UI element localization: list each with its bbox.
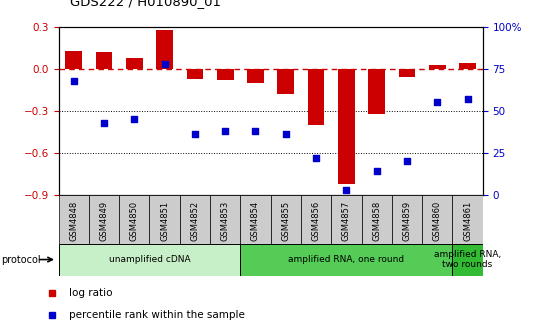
Text: GSM4852: GSM4852 bbox=[190, 201, 199, 241]
Bar bbox=[96, 52, 112, 69]
Text: GDS222 / H010890_01: GDS222 / H010890_01 bbox=[70, 0, 221, 8]
Point bbox=[311, 155, 320, 161]
Text: GSM4858: GSM4858 bbox=[372, 201, 381, 241]
Bar bbox=[89, 195, 119, 244]
Point bbox=[463, 96, 472, 102]
Point bbox=[281, 132, 290, 137]
Bar bbox=[392, 195, 422, 244]
Text: GSM4859: GSM4859 bbox=[402, 201, 411, 241]
Point bbox=[433, 100, 442, 105]
Bar bbox=[368, 69, 385, 114]
Bar bbox=[59, 195, 89, 244]
Text: percentile rank within the sample: percentile rank within the sample bbox=[69, 310, 244, 320]
Text: GSM4856: GSM4856 bbox=[311, 201, 320, 241]
Bar bbox=[398, 69, 415, 77]
Text: GSM4851: GSM4851 bbox=[160, 201, 169, 241]
Bar bbox=[210, 195, 240, 244]
Text: GSM4853: GSM4853 bbox=[221, 201, 230, 241]
Point bbox=[221, 128, 230, 134]
Text: GSM4849: GSM4849 bbox=[99, 201, 108, 241]
Text: GSM4854: GSM4854 bbox=[251, 201, 260, 241]
Text: log ratio: log ratio bbox=[69, 288, 112, 298]
Bar bbox=[301, 195, 331, 244]
Bar bbox=[180, 195, 210, 244]
Bar bbox=[362, 195, 392, 244]
Bar bbox=[331, 195, 362, 244]
Point bbox=[160, 61, 169, 67]
Bar bbox=[459, 63, 476, 69]
Point bbox=[190, 132, 199, 137]
Point bbox=[402, 159, 411, 164]
Text: GSM4860: GSM4860 bbox=[433, 201, 442, 241]
Bar bbox=[422, 195, 453, 244]
Text: GSM4857: GSM4857 bbox=[342, 201, 351, 241]
Bar bbox=[308, 69, 324, 125]
Bar bbox=[186, 69, 203, 79]
Bar bbox=[150, 195, 180, 244]
Bar bbox=[156, 30, 173, 69]
Point bbox=[130, 117, 139, 122]
Bar bbox=[240, 195, 271, 244]
Text: GSM4850: GSM4850 bbox=[130, 201, 139, 241]
Text: unamplified cDNA: unamplified cDNA bbox=[109, 255, 190, 264]
Text: GSM4855: GSM4855 bbox=[281, 201, 290, 241]
Point bbox=[342, 187, 351, 193]
Text: GSM4848: GSM4848 bbox=[69, 201, 78, 241]
Bar bbox=[247, 69, 264, 83]
Bar bbox=[429, 65, 446, 69]
Bar bbox=[59, 244, 240, 276]
Text: amplified RNA, one round: amplified RNA, one round bbox=[288, 255, 405, 264]
Text: protocol: protocol bbox=[1, 255, 41, 264]
Bar bbox=[240, 244, 453, 276]
Bar bbox=[126, 58, 143, 69]
Point bbox=[69, 78, 78, 83]
Bar bbox=[271, 195, 301, 244]
Bar bbox=[453, 195, 483, 244]
Bar bbox=[277, 69, 294, 94]
Text: GSM4861: GSM4861 bbox=[463, 201, 472, 241]
Bar bbox=[119, 195, 150, 244]
Bar bbox=[453, 244, 483, 276]
Bar bbox=[217, 69, 233, 80]
Point bbox=[372, 169, 381, 174]
Point bbox=[251, 128, 260, 134]
Bar bbox=[338, 69, 355, 184]
Text: amplified RNA,
two rounds: amplified RNA, two rounds bbox=[434, 250, 501, 269]
Bar bbox=[65, 51, 82, 69]
Point bbox=[99, 120, 108, 125]
